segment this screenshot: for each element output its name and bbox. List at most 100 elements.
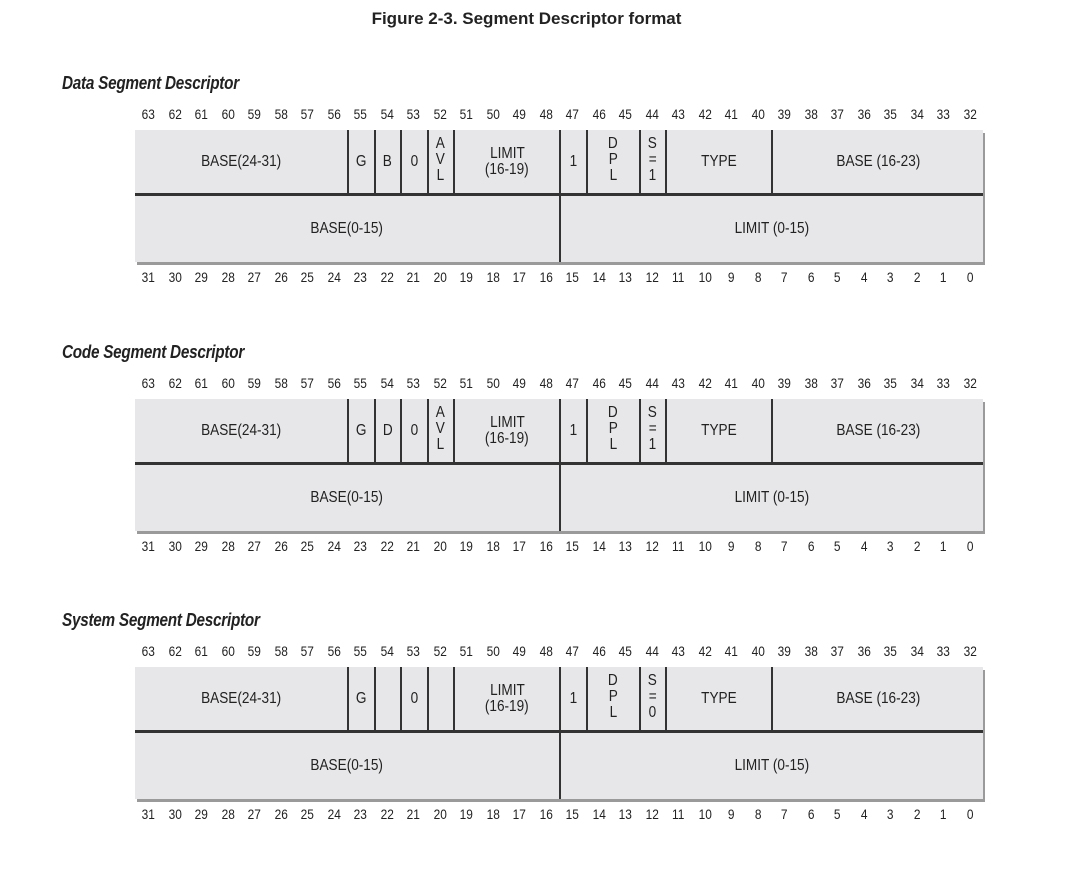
low-dword-row: BASE(0-15) LIMIT (0-15) <box>135 465 983 531</box>
field-label: S <box>648 672 658 689</box>
bit-number: 44 <box>645 375 659 391</box>
bit-number: 10 <box>698 269 712 285</box>
field-label: S <box>648 135 658 152</box>
bit-number: 13 <box>618 269 632 285</box>
bit-number: 16 <box>539 269 553 285</box>
bit-number: 26 <box>274 538 288 554</box>
bit-number: 47 <box>565 375 579 391</box>
bit-number: 40 <box>751 643 765 659</box>
bit-number: 52 <box>433 375 447 391</box>
bit-number: 11 <box>672 806 685 822</box>
field-cell: D <box>373 399 401 462</box>
bit-number: 31 <box>141 269 155 285</box>
bit-number: 18 <box>486 269 500 285</box>
bit-number: 62 <box>168 106 182 122</box>
field-label: BASE(0-15) <box>310 489 384 506</box>
bit-number: 35 <box>883 643 897 659</box>
bit-number: 32 <box>963 375 977 391</box>
field-label: 1 <box>569 152 578 170</box>
field-label: BASE(0-15) <box>310 220 384 237</box>
bit-number: 63 <box>141 643 155 659</box>
bit-number: 14 <box>592 538 606 554</box>
bit-number: 28 <box>221 806 235 822</box>
bit-number: 54 <box>380 375 394 391</box>
bit-number: 40 <box>751 106 765 122</box>
field-cell: TYPE <box>665 399 771 462</box>
high-dword-row: BASE(24-31) G 0 LIMIT (16-19) 1 D P L S = 0 TYPE BASE… <box>135 667 983 733</box>
bit-number: 5 <box>833 538 841 554</box>
bit-number: 53 <box>406 106 420 122</box>
bit-number: 6 <box>807 806 815 822</box>
bit-number: 12 <box>645 538 659 554</box>
bit-number: 19 <box>459 806 473 822</box>
field-label: TYPE <box>701 689 737 707</box>
bit-number: 43 <box>671 643 685 659</box>
bit-number: 24 <box>327 269 341 285</box>
field-label: TYPE <box>701 421 737 439</box>
field-label: D <box>382 421 393 439</box>
bit-numbers-high: 63 62 61 60 59 58 57 56 55 54 53 52 51 50 49 48 47 46 45 44… <box>135 106 983 124</box>
bit-number: 9 <box>727 538 735 554</box>
field-cell: B <box>373 130 401 193</box>
bit-number: 27 <box>247 806 261 822</box>
field-label: V <box>436 420 446 437</box>
bit-number: 38 <box>804 643 818 659</box>
bit-number: 12 <box>645 806 659 822</box>
bit-number: 61 <box>194 106 208 122</box>
field-label: LIMIT (0-15) <box>734 220 810 237</box>
field-label: 0 <box>648 704 657 721</box>
field-label: BASE(0-15) <box>310 757 384 774</box>
field-label: L <box>609 704 617 721</box>
bit-number: 8 <box>754 806 762 822</box>
bit-number: 1 <box>939 806 947 822</box>
field-label: A <box>436 404 446 421</box>
bit-number: 36 <box>857 375 871 391</box>
field-label: G <box>355 689 367 707</box>
bit-number: 28 <box>221 269 235 285</box>
field-label: 1 <box>648 436 657 453</box>
bit-number: 30 <box>168 269 182 285</box>
field-label: D <box>608 404 618 421</box>
bit-number: 55 <box>353 106 367 122</box>
bit-number: 46 <box>592 643 606 659</box>
bit-number: 63 <box>141 375 155 391</box>
bit-number: 19 <box>459 269 473 285</box>
bit-number: 48 <box>539 375 553 391</box>
field-cell: BASE(24-31) <box>135 399 347 462</box>
descriptor-box: BASE(24-31) G D 0 A V L LIMIT (16-19) 1 D P L S = 1 TYPE… <box>135 399 983 531</box>
bit-number: 31 <box>141 538 155 554</box>
bit-number: 41 <box>724 643 738 659</box>
descriptor-heading: Data Segment Descriptor <box>62 73 239 93</box>
descriptor-system: System Segment Descriptor 63 62 61 60 59 58 57 5… <box>0 610 1083 891</box>
bit-number: 46 <box>592 375 606 391</box>
bit-number: 30 <box>168 806 182 822</box>
bit-number: 29 <box>194 806 208 822</box>
bit-number: 0 <box>966 269 974 285</box>
bit-number: 38 <box>804 375 818 391</box>
bit-number: 47 <box>565 106 579 122</box>
field-cell: LIMIT (0-15) <box>559 465 983 531</box>
field-label: = <box>648 151 657 168</box>
bit-number: 60 <box>221 643 235 659</box>
field-label: BASE(24-31) <box>200 689 282 707</box>
field-label: LIMIT (0-15) <box>734 757 810 774</box>
bit-number: 6 <box>807 269 815 285</box>
bit-number: 42 <box>698 643 712 659</box>
bit-number: 36 <box>857 106 871 122</box>
bit-number: 45 <box>618 375 632 391</box>
bit-number: 19 <box>459 538 473 554</box>
bit-number: 31 <box>141 806 155 822</box>
field-label: S <box>648 404 658 421</box>
bit-number: 59 <box>247 106 261 122</box>
bit-number: 49 <box>512 375 526 391</box>
bit-number: 17 <box>512 538 526 554</box>
bit-number: 57 <box>300 643 314 659</box>
bit-number: 15 <box>565 806 579 822</box>
field-label: (16-19) <box>485 160 529 178</box>
field-cell: TYPE <box>665 130 771 193</box>
bit-number: 25 <box>300 806 314 822</box>
field-label: L <box>436 167 445 184</box>
field-label: LIMIT <box>489 144 525 162</box>
